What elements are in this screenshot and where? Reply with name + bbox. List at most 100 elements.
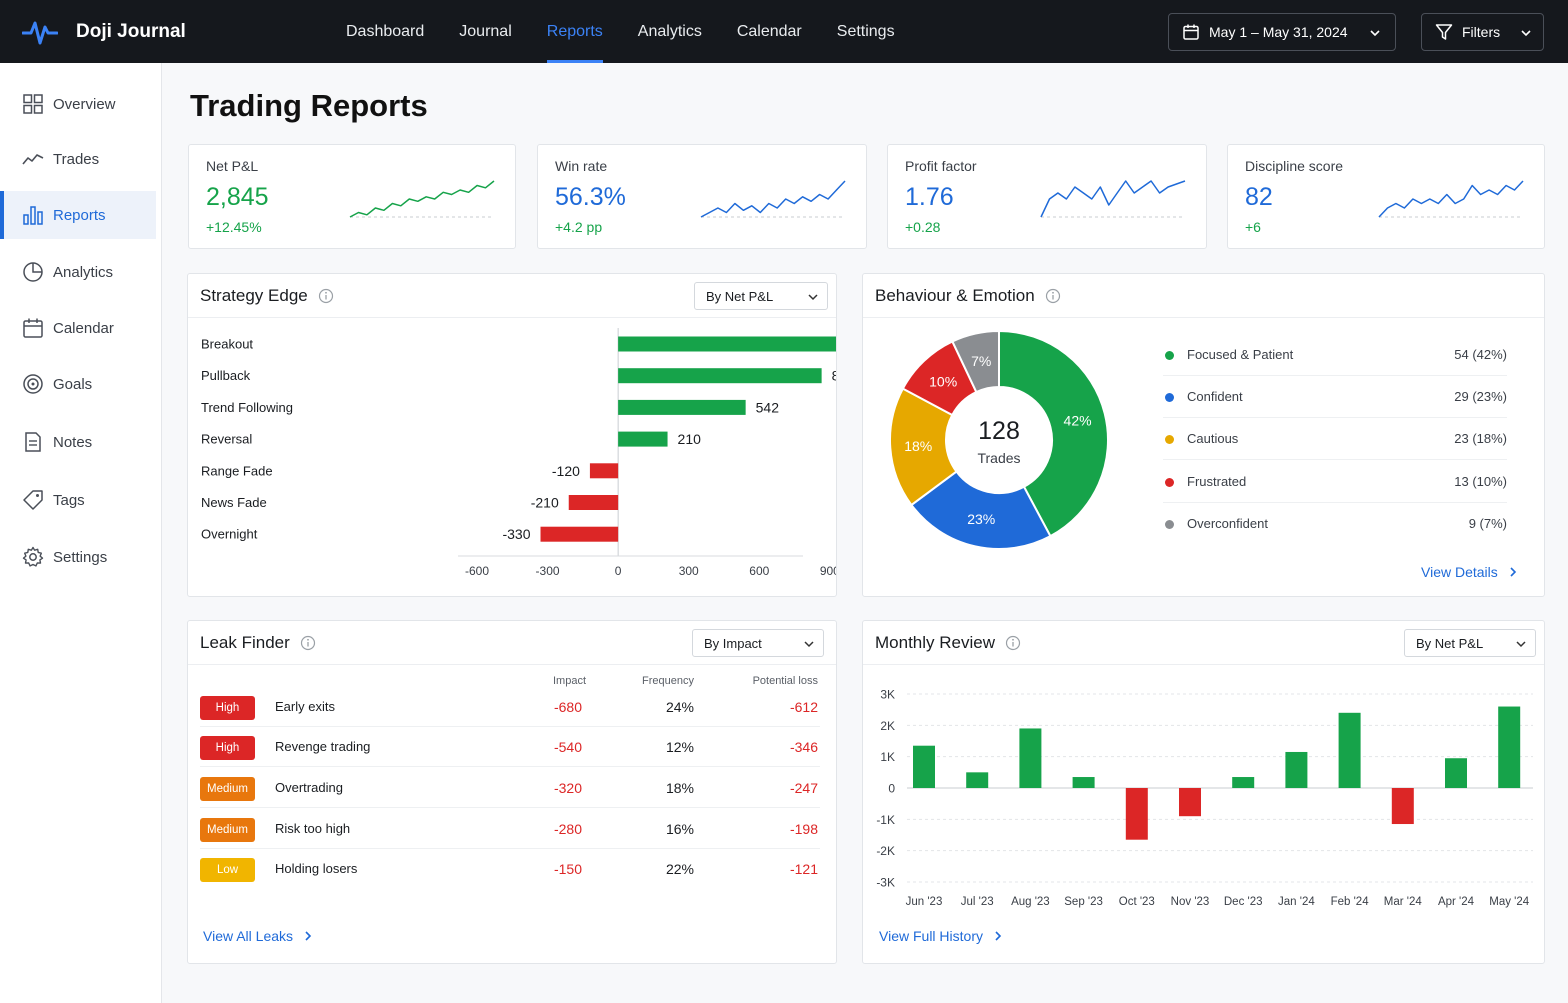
leak-name: Revenge trading [275, 739, 371, 754]
sidebar-item-overview[interactable]: Overview [0, 80, 156, 128]
sidebar-item-tags[interactable]: Tags [0, 476, 156, 524]
target-icon [23, 374, 43, 394]
column-header-impact: Impact [552, 675, 586, 687]
monthly-review-panel: Monthly Review By Net P&L 3K 2K 1K 0 -1K -2K -… [862, 620, 1545, 964]
table-row[interactable]: High Early exits -680 24% -612 [200, 687, 820, 727]
x-tick-label: May '24 [1489, 896, 1530, 908]
monthly-review-chart: 3K 2K 1K 0 -1K -2K -3K Jun '23 Jul '23 Aug '23 Sep… [876, 688, 1533, 908]
nav-settings[interactable]: Settings [836, 23, 895, 40]
info-icon[interactable] [1005, 635, 1021, 651]
donut-slice [998, 329, 1109, 538]
view-full-history-link[interactable]: View Full History [879, 928, 1003, 944]
dropdown-value: By Net P&L [706, 288, 774, 304]
sidebar-item-settings[interactable]: Settings [0, 533, 156, 581]
filters-button[interactable]: Filters [1421, 13, 1544, 51]
category-label: Overnight [201, 527, 258, 542]
x-tick-label: -600 [465, 564, 489, 578]
category-label: Range Fade [201, 463, 273, 478]
bar [1179, 788, 1201, 817]
sidebar-item-label: Settings [53, 548, 108, 566]
sidebar-item-goals[interactable]: Goals [0, 360, 156, 408]
info-icon[interactable] [318, 288, 334, 304]
divider [863, 664, 1544, 665]
chevron-down-icon [1516, 641, 1526, 648]
nav-reports[interactable]: Reports [546, 0, 603, 63]
sidebar: Overview Trades Reports Analytics Calend… [0, 63, 162, 1003]
nav-journal[interactable]: Journal [459, 23, 512, 40]
date-range-picker[interactable]: May 1 – May 31, 2024 [1168, 13, 1396, 51]
legend-name: Cautious [1187, 431, 1239, 446]
nav-analytics[interactable]: Analytics [637, 23, 702, 40]
kpi-card-net-pnl: Net P&L 2,845 +12.45% [188, 144, 516, 249]
table-row[interactable]: Medium Risk too high -280 16% -198 [200, 809, 820, 849]
legend-dot [1165, 478, 1174, 487]
x-tick-label: Sep '23 [1064, 896, 1103, 908]
x-tick-label: Aug '23 [1011, 896, 1050, 908]
leak-potential-loss: -247 [789, 780, 818, 796]
severity-badge: High [200, 696, 255, 720]
sparkline-line [1378, 180, 1524, 218]
category-label: Pullback [201, 368, 251, 383]
legend-item: Cautious 23 (18%) [1163, 418, 1507, 460]
chevron-right-icon [1510, 567, 1516, 577]
leak-finder-sort-dropdown[interactable]: By Impact [692, 629, 824, 657]
leak-frequency: 12% [665, 739, 694, 755]
category-label: Breakout [201, 337, 253, 352]
kpi-label: Profit factor [905, 158, 977, 174]
info-icon[interactable] [300, 635, 316, 651]
y-tick-label: -1K [876, 813, 895, 827]
nav-dashboard[interactable]: Dashboard [346, 23, 425, 40]
y-tick-label: -2K [876, 844, 895, 858]
x-tick-label: Dec '23 [1224, 896, 1263, 908]
sidebar-item-calendar[interactable]: Calendar [0, 304, 156, 352]
sidebar-item-analytics[interactable]: Analytics [0, 248, 156, 296]
date-range-label: May 1 – May 31, 2024 [1209, 24, 1348, 40]
strategy-edge-sort-dropdown[interactable]: By Net P&L [694, 282, 828, 310]
bar [1232, 777, 1255, 788]
bar-value-label: 210 [678, 431, 702, 447]
table-row[interactable]: Medium Overtrading -320 18% -247 [200, 768, 820, 808]
slice-percent-label: 10% [929, 373, 957, 389]
legend-dot [1165, 435, 1174, 444]
dropdown-value: By Impact [704, 635, 762, 651]
panel-header: Strategy Edge [200, 286, 334, 306]
app-logo[interactable]: Doji Journal [22, 16, 186, 48]
column-header-frequency: Frequency [642, 675, 694, 687]
monthly-review-sort-dropdown[interactable]: By Net P&L [1404, 629, 1536, 657]
sidebar-item-notes[interactable]: Notes [0, 418, 156, 466]
sidebar-item-label: Calendar [53, 319, 114, 337]
donut-center-value: 128 [978, 417, 1020, 445]
kpi-delta: +0.28 [905, 219, 941, 235]
notes-icon [25, 432, 41, 452]
view-details-link[interactable]: View Details [1421, 564, 1518, 580]
info-icon[interactable] [1045, 288, 1061, 304]
column-header-potential-loss: Potential loss [752, 675, 818, 687]
tag-icon [23, 490, 43, 510]
table-row[interactable]: Low Holding losers -150 22% -121 [200, 849, 820, 889]
sidebar-item-trades[interactable]: Trades [0, 135, 156, 183]
severity-badge: High [200, 736, 255, 760]
table-row[interactable]: High Revenge trading -540 12% -346 [200, 727, 820, 767]
x-tick-label: 0 [615, 564, 622, 578]
leak-impact: -150 [553, 861, 582, 877]
main-nav: Dashboard Journal Reports Analytics Cale… [346, 0, 930, 63]
nav-calendar[interactable]: Calendar [736, 23, 802, 40]
severity-badge: Low [200, 858, 255, 882]
chevron-down-icon [808, 294, 818, 301]
sparkline-line [700, 180, 846, 218]
kpi-label: Win rate [555, 158, 608, 174]
legend-value: 54 (42%) [1454, 347, 1507, 362]
legend-name: Overconfident [1187, 516, 1268, 531]
view-all-leaks-link[interactable]: View All Leaks [203, 928, 313, 944]
app-title: Doji Journal [76, 21, 186, 42]
legend-value: 13 (10%) [1454, 474, 1507, 489]
donut-slice [951, 329, 1000, 394]
sidebar-item-reports[interactable]: Reports [0, 191, 156, 239]
sparkline-line [1040, 180, 1186, 218]
bar [618, 431, 668, 447]
bar [1338, 712, 1361, 788]
leak-impact: -280 [553, 821, 582, 837]
pulse-logo-icon [22, 21, 58, 45]
sidebar-item-label: Analytics [53, 263, 114, 281]
leak-frequency: 22% [665, 861, 694, 877]
